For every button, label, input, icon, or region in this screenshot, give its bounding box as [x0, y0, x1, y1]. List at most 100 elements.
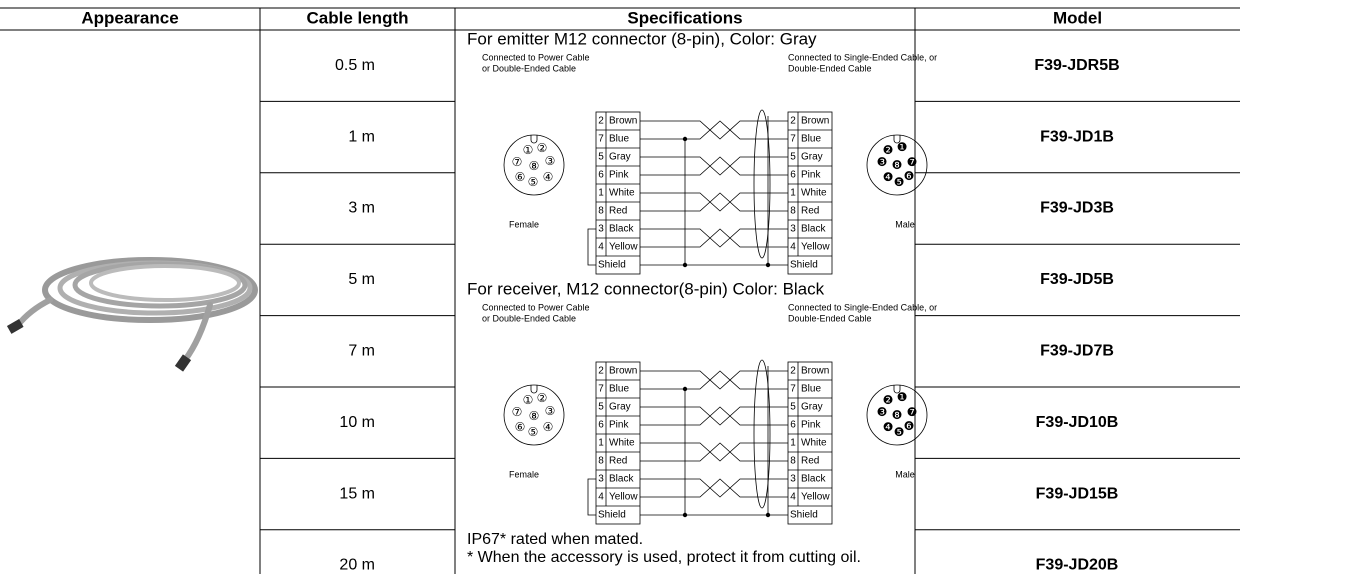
wire — [640, 370, 788, 390]
pin-number: ❷ — [883, 393, 894, 407]
wire-color: Gray — [609, 152, 631, 163]
wire-color: Gray — [801, 402, 823, 413]
shield-sleeve — [753, 109, 771, 259]
wire-color: Pink — [609, 420, 629, 431]
wire — [640, 406, 788, 426]
pin-number: ⑧ — [529, 409, 540, 423]
wire-color: Gray — [801, 152, 823, 163]
pin-number: ❽ — [892, 408, 903, 422]
wire-pin: 5 — [790, 402, 796, 413]
wire-color: Red — [609, 456, 627, 467]
cable-length: 3 m — [348, 200, 375, 217]
shield-label: Shield — [790, 510, 818, 521]
cable-length: 7 m — [348, 343, 375, 360]
connector — [866, 134, 928, 196]
wire — [640, 120, 788, 140]
pin-number: ❼ — [907, 155, 918, 169]
pin-number: ① — [523, 393, 534, 407]
junction — [682, 136, 688, 142]
connector — [866, 384, 928, 446]
wire — [587, 228, 596, 266]
wire-pin: 8 — [790, 206, 796, 217]
model: F39-JD3B — [1040, 200, 1114, 217]
shield-label: Shield — [790, 260, 818, 271]
wire-pin: 7 — [790, 134, 796, 145]
key-notch — [893, 385, 901, 394]
wire-color: Red — [609, 206, 627, 217]
column-header: Cable length — [306, 8, 408, 27]
wire — [640, 228, 788, 248]
wire-pin: 3 — [790, 224, 796, 235]
junction — [682, 512, 688, 518]
column-header: Appearance — [81, 8, 178, 27]
cable-photo — [6, 257, 258, 372]
pin-number: ❺ — [894, 425, 905, 439]
wire-pin: 1 — [790, 188, 796, 199]
wire-color: Blue — [609, 134, 629, 145]
wire-pin: 2 — [598, 116, 604, 127]
section-title: For emitter M12 connector (8-pin), Color… — [467, 29, 817, 48]
wire-color: White — [609, 438, 635, 449]
pin-number: ❺ — [894, 175, 905, 189]
shield-label: Shield — [598, 510, 626, 521]
wire — [640, 228, 788, 248]
wire-color: Pink — [609, 170, 629, 181]
connector — [503, 384, 565, 446]
caption: or Double-Ended Cable — [482, 63, 576, 73]
pin-number: ① — [523, 143, 534, 157]
wire-color: Black — [801, 224, 826, 235]
wire-color: Red — [801, 206, 819, 217]
wire-color: Black — [609, 224, 634, 235]
wire-pin: 1 — [790, 438, 796, 449]
note: IP67* rated when mated. — [467, 531, 643, 548]
wire-pin: 3 — [598, 224, 604, 235]
key-notch — [530, 385, 538, 394]
wire-pin: 1 — [598, 188, 604, 199]
wire — [640, 156, 788, 176]
caption: or Double-Ended Cable — [482, 313, 576, 323]
wire — [640, 406, 788, 426]
pin-number: ❻ — [904, 419, 915, 433]
wire-color: Black — [801, 474, 826, 485]
wire-color: Pink — [801, 420, 821, 431]
wire — [640, 120, 788, 140]
pin-number: ❹ — [883, 420, 894, 434]
cable-length: 1 m — [348, 128, 375, 145]
wire — [640, 478, 788, 498]
wire-color: Black — [609, 474, 634, 485]
pin-number: ❹ — [883, 170, 894, 184]
wire-color: White — [609, 188, 635, 199]
wire-color: Blue — [801, 384, 821, 395]
wire — [587, 478, 596, 516]
wire-pin: 7 — [598, 384, 604, 395]
wire — [640, 442, 788, 462]
wire-pin: 2 — [790, 116, 796, 127]
wire-pin: 6 — [598, 170, 604, 181]
wire — [640, 370, 788, 390]
connector-label: Male — [895, 469, 915, 479]
wire-color: Brown — [609, 366, 637, 377]
pin-number: ❸ — [877, 155, 888, 169]
wire-pin: 7 — [598, 134, 604, 145]
wire-color: Yellow — [801, 492, 830, 503]
wire-pin: 1 — [598, 438, 604, 449]
wire-color: Yellow — [801, 242, 830, 253]
wire — [640, 442, 788, 462]
pin-number: ⑧ — [529, 159, 540, 173]
wiring-diagram: For receiver, M12 connector(8-pin) Color… — [467, 279, 937, 525]
model: F39-JD5B — [1040, 271, 1114, 288]
pin-number: ⑤ — [528, 425, 539, 439]
cable-length: 20 m — [339, 557, 375, 574]
wiring-diagram: For emitter M12 connector (8-pin), Color… — [467, 29, 937, 275]
wire-color: Brown — [801, 116, 829, 127]
wire-color: Brown — [609, 116, 637, 127]
column-header: Model — [1053, 8, 1102, 27]
model: F39-JD7B — [1040, 343, 1114, 360]
junction — [765, 512, 771, 518]
cable-length: 0.5 m — [335, 57, 375, 74]
cable-length: 5 m — [348, 271, 375, 288]
wire-pin: 5 — [790, 152, 796, 163]
wire-color: Brown — [801, 366, 829, 377]
pin-number: ❻ — [904, 169, 915, 183]
pin-number: ④ — [543, 420, 554, 434]
